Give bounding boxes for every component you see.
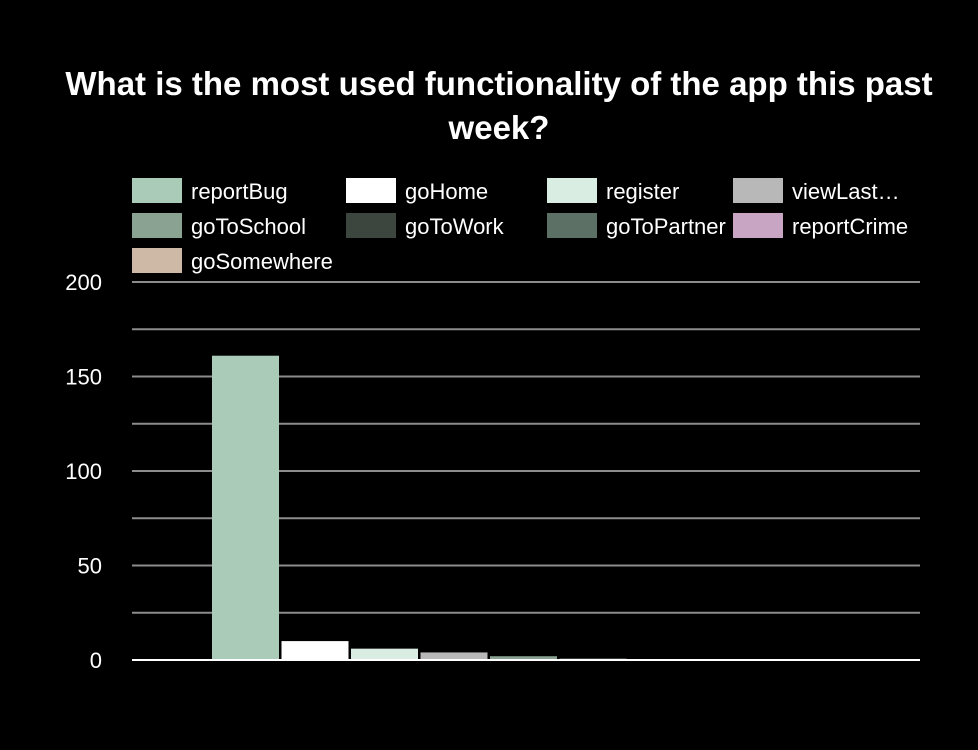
legend-label-reportBug: reportBug	[191, 179, 288, 204]
legend-label-viewLast: viewLast…	[792, 179, 900, 204]
legend-label-goToPartner: goToPartner	[606, 214, 726, 239]
legend-label-goToSchool: goToSchool	[191, 214, 306, 239]
bar-register	[351, 648, 418, 660]
legend-swatch-reportBug	[132, 178, 182, 203]
legend-swatch-register	[547, 178, 597, 203]
y-tick-label: 100	[65, 459, 102, 484]
bar-goToSchool	[490, 656, 557, 660]
bar-goHome	[281, 641, 349, 660]
legend-label-register: register	[606, 179, 679, 204]
chart-title: What is the most used functionality of t…	[65, 65, 933, 146]
legend-label-reportCrime: reportCrime	[792, 214, 908, 239]
bar-reportBug	[212, 355, 279, 660]
y-tick-label: 0	[90, 648, 102, 673]
y-tick-label: 200	[65, 270, 102, 295]
legend-label-goHome: goHome	[405, 179, 488, 204]
legend-swatch-goToPartner	[547, 213, 597, 238]
legend-label-goSomewhere: goSomewhere	[191, 249, 333, 274]
legend-swatch-goHome	[346, 178, 396, 203]
legend-swatch-viewLast	[733, 178, 783, 203]
legend-swatch-goSomewhere	[132, 248, 182, 273]
bar-viewLast	[420, 652, 488, 660]
legend-label-goToWork: goToWork	[405, 214, 505, 239]
y-tick-label: 50	[78, 554, 102, 579]
legend-swatch-reportCrime	[733, 213, 783, 238]
legend-swatch-goToSchool	[132, 213, 182, 238]
legend-swatch-goToWork	[346, 213, 396, 238]
y-tick-label: 150	[65, 365, 102, 390]
